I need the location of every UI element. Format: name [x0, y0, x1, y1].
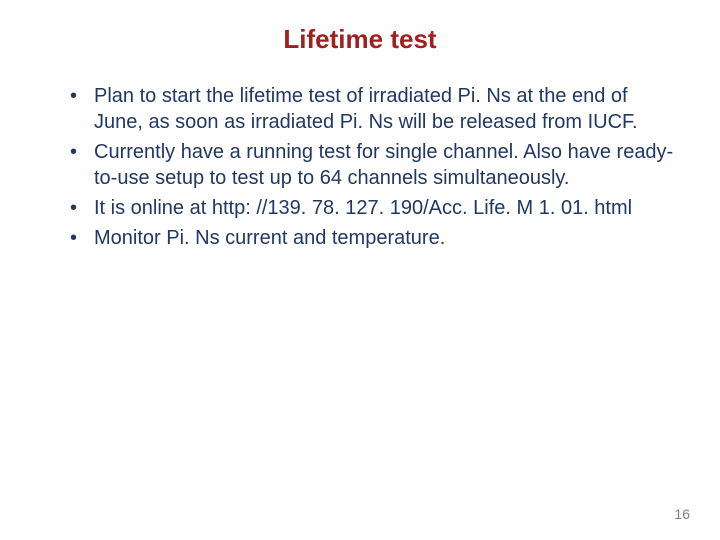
bullet-item: Monitor Pi. Ns current and temperature.: [70, 225, 680, 251]
slide-container: Lifetime test Plan to start the lifetime…: [0, 0, 720, 540]
bullet-item: Plan to start the lifetime test of irrad…: [70, 83, 680, 135]
slide-title: Lifetime test: [40, 24, 680, 55]
bullet-list: Plan to start the lifetime test of irrad…: [40, 83, 680, 251]
bullet-item: Currently have a running test for single…: [70, 139, 680, 191]
page-number: 16: [674, 506, 690, 522]
bullet-item: It is online at http: //139. 78. 127. 19…: [70, 195, 680, 221]
